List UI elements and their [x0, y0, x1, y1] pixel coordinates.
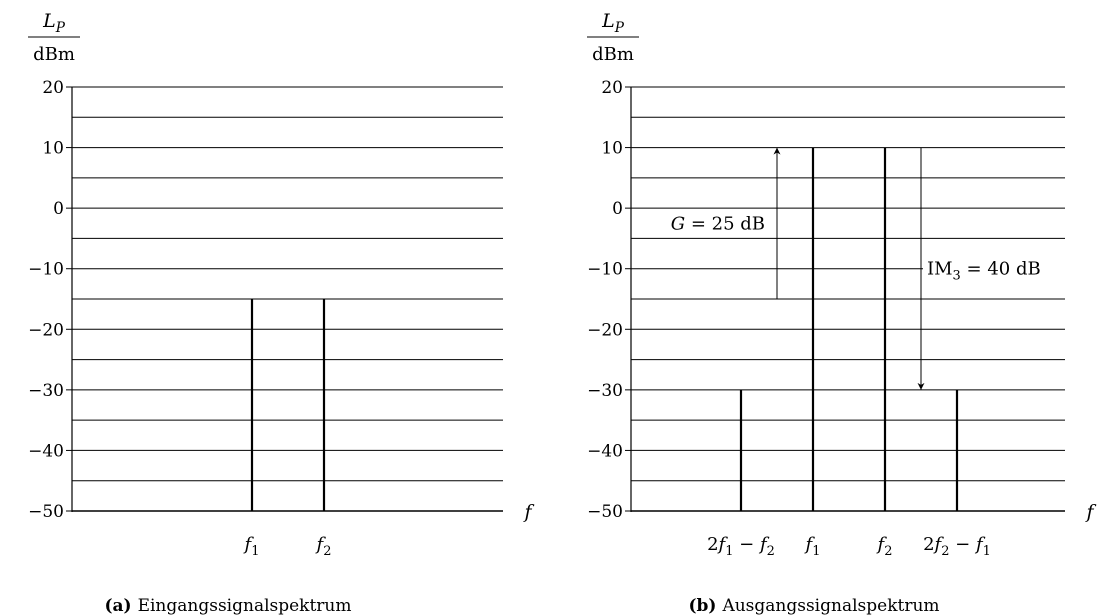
- subscript: 1: [725, 544, 733, 559]
- y-tick-label: −50: [28, 502, 64, 522]
- subscript: 2: [884, 544, 892, 559]
- spectral-line-label-f2: f2: [876, 534, 893, 559]
- y-tick-label: 10: [601, 139, 623, 159]
- y-tick-label: 20: [42, 78, 64, 98]
- label-part: L: [42, 10, 56, 32]
- grid-lines: [72, 86, 503, 482]
- label-part: 2: [707, 534, 718, 555]
- subscript: 3: [953, 269, 961, 284]
- caption-tag: (a): [104, 596, 131, 616]
- subscript: P: [55, 20, 66, 36]
- y-tick-label: −30: [587, 381, 623, 401]
- y-tick-label: 0: [612, 199, 623, 219]
- y-tick-label: −40: [587, 441, 623, 461]
- subscript: 1: [983, 544, 991, 559]
- label-part: L: [601, 10, 615, 32]
- y-axis-label-symbol: LP: [601, 10, 625, 36]
- label-part: IM: [927, 259, 953, 280]
- caption-text: Ausgangssignalspektrum: [721, 596, 939, 616]
- label-part: −: [733, 534, 760, 555]
- annotation-label: IM3 = 40 dB: [927, 259, 1041, 284]
- label-part: 2: [923, 534, 934, 555]
- spectral-lines: f1 f2: [243, 299, 332, 559]
- annotation-label-background: [635, 210, 769, 237]
- label-part: G: [671, 213, 685, 234]
- y-tick-label: −20: [28, 320, 64, 340]
- grid-lines: [631, 86, 1065, 482]
- y-tick-label: −30: [28, 381, 64, 401]
- figure-caption: (b) Ausgangssignalspektrum: [688, 596, 939, 616]
- figure-caption: (a) Eingangssignalspektrum: [104, 596, 351, 616]
- subscript: 2: [941, 544, 949, 559]
- spectral-line-label-f2: f2: [315, 534, 332, 559]
- im3-annotation: IM3 = 40 dB: [917, 147, 1069, 390]
- subscript: 2: [323, 544, 331, 559]
- spectral-line-label-f1: f1: [243, 534, 260, 559]
- gain-annotation: G = 25 dB: [635, 147, 781, 299]
- spectral-lines: 2f1 − f2 f1 f2 2f2 − f1: [707, 147, 991, 559]
- y-tick-label: −20: [587, 320, 623, 340]
- y-tick-label: 0: [53, 199, 64, 219]
- y-axis-label-unit: dBm: [592, 44, 634, 65]
- label-part: = 25 dB: [685, 213, 765, 234]
- subscript: 1: [812, 544, 820, 559]
- label-part: −: [949, 534, 976, 555]
- subscript: 2: [767, 544, 775, 559]
- caption-tag: (b): [688, 596, 716, 616]
- y-tick-label: 20: [601, 78, 623, 98]
- subscript: P: [614, 20, 625, 36]
- spectral-line-label-2f2-f1: 2f2 − f1: [923, 534, 991, 559]
- x-axis-label: f: [1084, 501, 1096, 523]
- spectral-line-label-2f1-f2: 2f1 − f2: [707, 534, 775, 559]
- y-axis-label-symbol: LP: [42, 10, 66, 36]
- annotation-label: G = 25 dB: [671, 213, 765, 234]
- y-tick-label: 10: [42, 139, 64, 159]
- spectral-line-label-f1: f1: [804, 534, 821, 559]
- y-axis-label-unit: dBm: [33, 44, 75, 65]
- y-tick-label: −10: [587, 260, 623, 280]
- x-axis-label: f: [522, 501, 534, 523]
- label-part: = 40 dB: [961, 259, 1041, 280]
- annotation-label-background: [923, 255, 1069, 282]
- y-tick-label: −40: [28, 441, 64, 461]
- subscript: 1: [251, 544, 259, 559]
- caption-text: Eingangssignalspektrum: [138, 596, 352, 616]
- y-tick-label: −50: [587, 502, 623, 522]
- y-tick-label: −10: [28, 260, 64, 280]
